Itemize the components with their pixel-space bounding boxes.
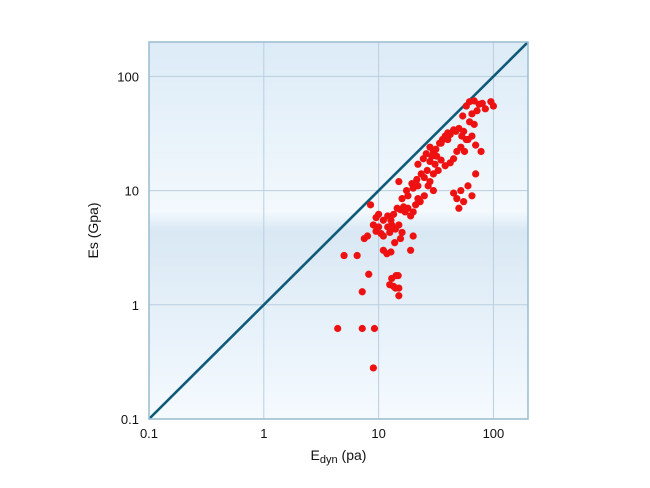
y-axis-label: Es (Gpa): [85, 202, 101, 258]
x-tick-label-0: 0.1: [140, 426, 158, 441]
data-point-54: [395, 177, 403, 186]
data-point-42: [387, 216, 395, 224]
x-tick-label-1: 1: [260, 426, 267, 441]
data-point-102: [470, 120, 478, 128]
data-point-97: [472, 170, 480, 178]
data-point-114: [452, 127, 460, 135]
data-point-39: [375, 210, 383, 218]
data-point-43: [389, 210, 398, 218]
data-point-63: [414, 160, 422, 168]
data-point-65: [422, 150, 430, 158]
data-point-95: [464, 182, 472, 190]
data-point-59: [420, 173, 428, 182]
data-point-2: [370, 324, 379, 333]
x-axis-label-main: E: [311, 447, 320, 463]
data-point-20: [375, 223, 383, 231]
y-tick-label-0: 0.1: [121, 412, 139, 427]
x-axis-label: Edyn (pa): [311, 447, 367, 466]
data-point-87: [477, 147, 485, 156]
y-axis-ticks: 0.1 1 10 100: [117, 69, 139, 427]
x-tick-label-2: 10: [371, 426, 385, 441]
data-point-118: [404, 192, 412, 200]
data-point-17: [363, 232, 372, 240]
data-point-33: [391, 239, 399, 247]
data-point-91: [453, 195, 461, 203]
data-point-57: [413, 175, 421, 184]
y-tick-label-1: 1: [132, 298, 139, 313]
y-tick-label-3: 100: [117, 69, 139, 84]
data-point-3: [369, 364, 377, 372]
data-point-94: [460, 198, 468, 206]
x-axis-ticks: 0.1 1 10 100: [140, 426, 504, 441]
data-point-85: [460, 147, 469, 156]
data-point-122: [398, 195, 406, 203]
data-point-62: [429, 186, 438, 195]
data-point-111: [437, 139, 445, 147]
plot-frame: [148, 41, 529, 420]
data-point-108: [489, 102, 498, 110]
data-point-124: [428, 152, 436, 160]
data-point-32: [387, 248, 395, 256]
x-axis-label-subscript: dyn: [320, 454, 338, 466]
data-point-0: [334, 324, 342, 333]
data-point-15: [394, 272, 402, 280]
data-point-82: [450, 155, 458, 163]
data-point-37: [366, 201, 375, 209]
data-point-78: [431, 160, 439, 168]
data-point-98: [459, 112, 467, 120]
data-point-28: [395, 221, 403, 229]
data-point-79: [437, 156, 445, 164]
data-point-48: [404, 204, 412, 212]
data-point-96: [468, 192, 476, 200]
data-point-7: [365, 270, 373, 278]
data-point-93: [457, 186, 465, 195]
data-point-50: [409, 208, 417, 216]
data-point-4: [340, 251, 348, 260]
data-points: [334, 97, 498, 372]
data-point-53: [416, 198, 424, 206]
data-point-34: [396, 234, 405, 243]
x-axis-label-unit: (pa): [338, 447, 367, 463]
y-tick-label-2: 10: [125, 184, 139, 199]
data-point-113: [446, 130, 454, 139]
data-point-61: [426, 177, 434, 186]
plot-border: [148, 41, 529, 420]
data-point-35: [407, 246, 415, 254]
data-point-89: [434, 166, 442, 175]
data-point-106: [481, 105, 489, 113]
data-point-5: [353, 251, 361, 260]
data-point-110: [470, 97, 478, 105]
data-point-120: [414, 182, 422, 190]
data-point-22: [379, 232, 387, 240]
data-point-116: [462, 135, 470, 144]
data-point-13: [395, 284, 403, 292]
data-point-125: [432, 145, 440, 153]
data-point-105: [478, 99, 486, 107]
data-point-92: [455, 204, 463, 212]
data-point-6: [358, 288, 366, 296]
data-point-14: [395, 292, 403, 300]
x-tick-label-3: 100: [483, 426, 505, 441]
data-point-86: [472, 141, 480, 149]
data-point-1: [358, 324, 366, 333]
data-point-29: [398, 228, 406, 237]
data-point-36: [409, 232, 417, 240]
data-point-123: [423, 166, 431, 175]
data-point-117: [468, 132, 476, 140]
data-point-103: [473, 107, 481, 115]
data-point-90: [450, 189, 458, 197]
data-point-121: [420, 192, 428, 200]
